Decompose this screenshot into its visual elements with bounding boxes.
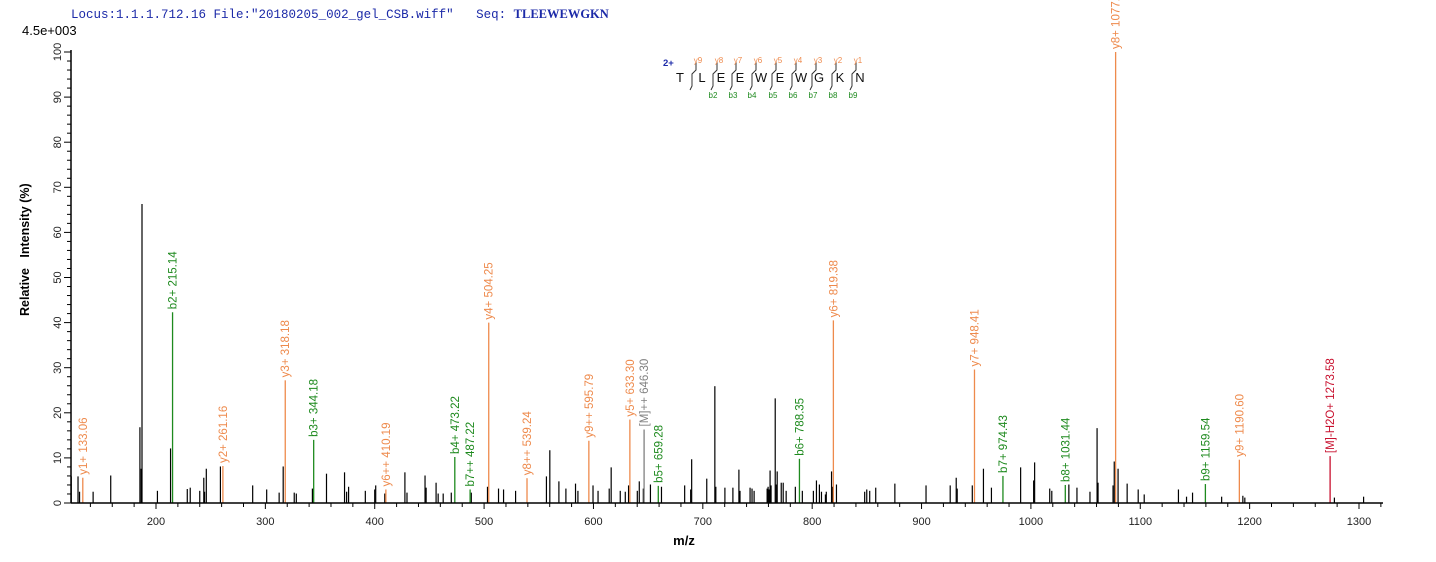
residue-letter: E bbox=[717, 70, 726, 85]
y-ion-label: y6 bbox=[754, 56, 763, 65]
peak-label: y9+ 1190.60 bbox=[1234, 394, 1246, 457]
residue-letter: W bbox=[755, 70, 768, 85]
x-tick-label: 500 bbox=[475, 516, 493, 528]
peak-label: b9+ 1159.54 bbox=[1200, 417, 1212, 481]
y-tick-label: 10 bbox=[52, 452, 64, 464]
y-ion-label: y5 bbox=[774, 56, 783, 65]
peak-label: y1+ 133.06 bbox=[78, 418, 90, 475]
peak-label: y9++ 595.79 bbox=[584, 374, 596, 438]
peak-label: y4+ 504.25 bbox=[484, 262, 496, 319]
peak-label: y6+ 819.38 bbox=[828, 260, 840, 317]
fragment-bracket bbox=[849, 62, 857, 91]
b-ion-label: b6 bbox=[789, 91, 798, 100]
peaks-layer: y1+ 133.06 b2+ 215.14 y2+ 261.16 y3+ 318.18… bbox=[70, 0, 1365, 503]
residue-letter: E bbox=[736, 70, 745, 85]
y-axis-label: Relative Intensity (%) bbox=[18, 183, 32, 316]
x-tick-label: 1100 bbox=[1128, 516, 1152, 528]
seq-label: Seq: bbox=[476, 8, 507, 22]
y-tick-label: 30 bbox=[52, 362, 64, 374]
x-tick-label: 800 bbox=[803, 516, 821, 528]
sequence-diagram: 2+T L E E W E W G K Ny9b2y8b3y7b4y6b5y5b6y4b7y3b8… bbox=[663, 56, 865, 100]
peak-label: b2+ 215.14 bbox=[168, 251, 180, 309]
peak-label: y2+ 261.16 bbox=[218, 406, 230, 463]
y-ion-label: y8 bbox=[715, 56, 724, 65]
y-ion-label: y3 bbox=[814, 56, 823, 65]
b-ion-label: b8 bbox=[829, 91, 838, 100]
fragment-bracket bbox=[789, 62, 797, 91]
y-tick-label: 20 bbox=[52, 407, 64, 419]
x-axis-label: m/z bbox=[673, 533, 695, 548]
fragment-bracket bbox=[710, 62, 718, 91]
y-tick-label: 90 bbox=[52, 91, 64, 103]
y-tick-label: 0 bbox=[52, 500, 64, 506]
y-ion-label: y2 bbox=[834, 56, 843, 65]
residue-letter: L bbox=[698, 70, 705, 85]
y-tick-label: 40 bbox=[52, 316, 64, 328]
y-tick-label: 50 bbox=[52, 271, 64, 283]
residue-letter: G bbox=[814, 70, 824, 85]
peak-label: b4+ 473.22 bbox=[450, 396, 462, 454]
x-tick-label: 1300 bbox=[1347, 516, 1371, 528]
charge-label: 2+ bbox=[663, 58, 674, 69]
fragment-bracket bbox=[829, 62, 837, 91]
b-ion-label: b3 bbox=[729, 91, 738, 100]
y-ion-label: y1 bbox=[854, 56, 863, 65]
peak-label: b8+ 1031.44 bbox=[1060, 417, 1072, 482]
residue-letter: N bbox=[855, 70, 864, 85]
residue-letter: W bbox=[795, 70, 808, 85]
x-tick-label: 700 bbox=[694, 516, 712, 528]
peak-label: b6+ 788.35 bbox=[794, 398, 806, 456]
peak-label: y5+ 633.30 bbox=[625, 359, 637, 416]
peak-label: [M]-H2O+ 1273.58 bbox=[1325, 358, 1337, 453]
locus-text: Locus:1.1.1.712.16 bbox=[71, 8, 207, 22]
x-tick-label: 1000 bbox=[1019, 516, 1043, 528]
peak-label: b7+ 974.43 bbox=[998, 415, 1010, 473]
b-ion-label: b7 bbox=[809, 91, 818, 100]
fragment-bracket bbox=[809, 62, 817, 91]
y-tick-label: 60 bbox=[52, 226, 64, 238]
y-ion-label: y7 bbox=[734, 56, 743, 65]
peak-label: y3+ 318.18 bbox=[280, 320, 292, 377]
fragment-bracket bbox=[689, 62, 697, 91]
b-ion-label: b4 bbox=[748, 91, 757, 100]
b-ion-label: b5 bbox=[769, 91, 778, 100]
peak-label: b5+ 659.28 bbox=[653, 425, 665, 483]
spectrum-header: Locus:1.1.1.712.16 File:"20180205_002_ge… bbox=[71, 7, 609, 22]
file-text: File:"20180205_002_gel_CSB.wiff" bbox=[213, 8, 454, 22]
y-ion-label: y9 bbox=[694, 56, 703, 65]
peak-label: [M]++ 646.30 bbox=[639, 359, 651, 427]
y-tick-label: 70 bbox=[52, 181, 64, 193]
sequence-text: TLEEWEWGKN bbox=[513, 7, 609, 21]
intensity-scale-label: 4.5e+003 bbox=[22, 23, 77, 38]
x-tick-label: 600 bbox=[584, 516, 602, 528]
fragment-bracket bbox=[769, 62, 777, 91]
residue-letter: T bbox=[676, 70, 684, 85]
peak-label: y7+ 948.41 bbox=[969, 309, 981, 366]
x-tick-label: 1200 bbox=[1237, 516, 1261, 528]
fragment-bracket bbox=[749, 62, 757, 91]
residue-letter: E bbox=[776, 70, 785, 85]
x-tick-label: 200 bbox=[147, 516, 165, 528]
y-ion-label: y4 bbox=[794, 56, 803, 65]
y-tick-label: 80 bbox=[52, 136, 64, 148]
x-tick-label: 300 bbox=[256, 516, 274, 528]
residue-letter: K bbox=[836, 70, 845, 85]
axes-layer: 200 300 400 500 600 700 800 900 1000 1100 1200 1300… bbox=[52, 43, 1383, 528]
b-ion-label: b2 bbox=[709, 91, 718, 100]
y-tick-label: 100 bbox=[52, 43, 64, 61]
peak-label: y8+ 1077.46 bbox=[1111, 0, 1123, 49]
peak-label: b7++ 487.22 bbox=[465, 422, 477, 487]
x-tick-label: 400 bbox=[366, 516, 384, 528]
b-ion-label: b9 bbox=[849, 91, 858, 100]
peak-label: y8++ 539.24 bbox=[522, 411, 534, 476]
peak-label: y6++ 410.19 bbox=[381, 423, 393, 487]
peak-label: b3+ 344.18 bbox=[309, 379, 321, 437]
x-tick-label: 900 bbox=[912, 516, 930, 528]
fragment-bracket bbox=[729, 62, 737, 91]
